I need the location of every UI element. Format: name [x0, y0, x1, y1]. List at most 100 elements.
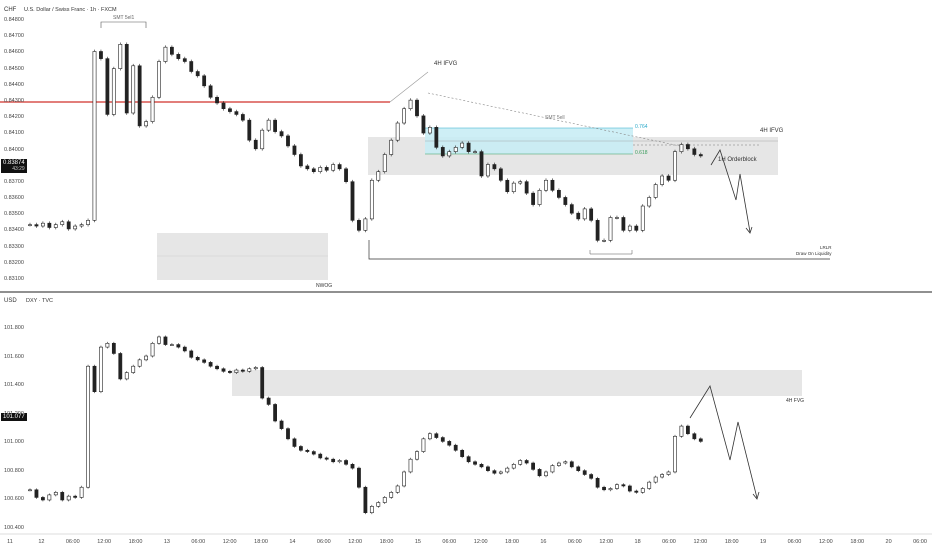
fib-618-label: 0.618 — [635, 150, 648, 156]
candle-body — [460, 142, 465, 148]
candle-body — [40, 222, 45, 227]
ifvg-right-label: 4H IFVG — [760, 128, 784, 134]
candle-body — [189, 350, 194, 358]
candle-body — [79, 486, 84, 498]
draw-liquidity-label: Draw On Liquidity — [796, 251, 832, 256]
candle-body — [666, 471, 671, 475]
candle-body — [421, 115, 426, 134]
candle-body — [260, 129, 265, 150]
candle-body — [692, 433, 697, 440]
candle-body — [369, 179, 374, 220]
candle-body — [111, 68, 116, 115]
candle-body — [537, 469, 542, 477]
candle-body — [544, 179, 548, 191]
x-tick-label: 18:00 — [379, 539, 394, 545]
y-tick-label: 0.84000 — [4, 146, 24, 153]
candle-body — [318, 167, 323, 172]
y-tick-label: 0.83600 — [4, 195, 24, 202]
candle-body — [569, 204, 574, 214]
y-tick-label: 100.600 — [4, 496, 24, 503]
candle-body — [157, 61, 161, 98]
candle-body — [286, 428, 290, 440]
candle-body — [234, 369, 239, 373]
candle-body — [479, 151, 484, 177]
x-tick-label: 12:00 — [222, 539, 237, 545]
candle-body — [292, 145, 297, 155]
candle-body — [408, 458, 413, 473]
candle-body — [124, 44, 129, 114]
candle-body — [66, 495, 71, 501]
candle-body — [305, 449, 310, 452]
candle-body — [324, 167, 329, 171]
y-tick-label: 0.84700 — [4, 33, 24, 40]
candle-body — [266, 397, 271, 405]
candle-body — [363, 218, 368, 231]
y-tick-label: 0.83100 — [4, 276, 24, 282]
candle-body — [34, 224, 39, 227]
candle-body — [518, 460, 523, 465]
candle-body — [408, 99, 413, 110]
candle-body — [292, 438, 297, 447]
y-tick-label: 0.84100 — [4, 130, 24, 137]
candle-body — [53, 492, 58, 496]
smt-bracket — [100, 21, 147, 28]
candle-body — [47, 222, 52, 228]
candle-body — [660, 474, 665, 478]
candle-body — [131, 365, 136, 373]
candle-body — [253, 139, 258, 150]
candle-body — [234, 111, 239, 115]
candle-body — [144, 121, 149, 127]
candle-body — [505, 467, 510, 473]
x-tick-label: 18:00 — [850, 539, 865, 545]
candle-body — [556, 462, 561, 466]
y-tick-label: 0.84400 — [4, 81, 24, 88]
candle-body — [176, 54, 181, 59]
candle-body — [479, 464, 484, 468]
candle-body — [150, 96, 155, 122]
candle-body — [698, 438, 703, 442]
y-tick-label: 101.400 — [4, 382, 24, 389]
candle-body — [666, 175, 671, 181]
smt-mid-label: SMT 5ell — [545, 115, 565, 121]
candle-body — [221, 102, 226, 110]
nwog-zone — [157, 233, 328, 280]
candle-body — [486, 466, 490, 471]
y-tick-label: 0.83700 — [4, 178, 24, 185]
x-tick-label: 06:00 — [662, 539, 676, 545]
candle-body — [369, 506, 374, 514]
dxy-candles — [28, 335, 703, 515]
candle-body — [511, 182, 516, 193]
candle-body — [615, 217, 619, 219]
candle-body — [653, 184, 658, 198]
candle-body — [421, 438, 426, 452]
smt-trendline — [427, 92, 681, 147]
candle-body — [195, 71, 200, 77]
candle-body — [647, 197, 652, 207]
y-tick-label: 101.000 — [4, 439, 24, 446]
candle-body — [582, 470, 587, 475]
x-tick-label: 12:00 — [693, 539, 708, 545]
candle-body — [627, 485, 632, 492]
candle-body — [53, 224, 58, 228]
x-tick-label: 06:00 — [787, 539, 802, 545]
candle-body — [66, 221, 71, 230]
fvg-zone — [232, 370, 802, 396]
candle-body — [182, 346, 187, 352]
candle-body — [266, 119, 271, 131]
y-tick-label: 0.84600 — [4, 49, 24, 56]
candle-body — [621, 484, 626, 487]
candle-body — [511, 464, 516, 469]
x-tick-label: 06:00 — [65, 539, 80, 545]
candle-body — [60, 221, 65, 225]
candle-body — [202, 75, 207, 87]
candle-body — [298, 154, 303, 167]
candle-body — [447, 151, 452, 157]
candle-body — [685, 144, 690, 150]
candle-body — [440, 437, 445, 442]
candle-body — [79, 224, 84, 227]
candle-body — [279, 420, 284, 429]
candle-body — [544, 471, 548, 477]
candle-body — [363, 486, 368, 514]
candle-body — [453, 444, 458, 451]
